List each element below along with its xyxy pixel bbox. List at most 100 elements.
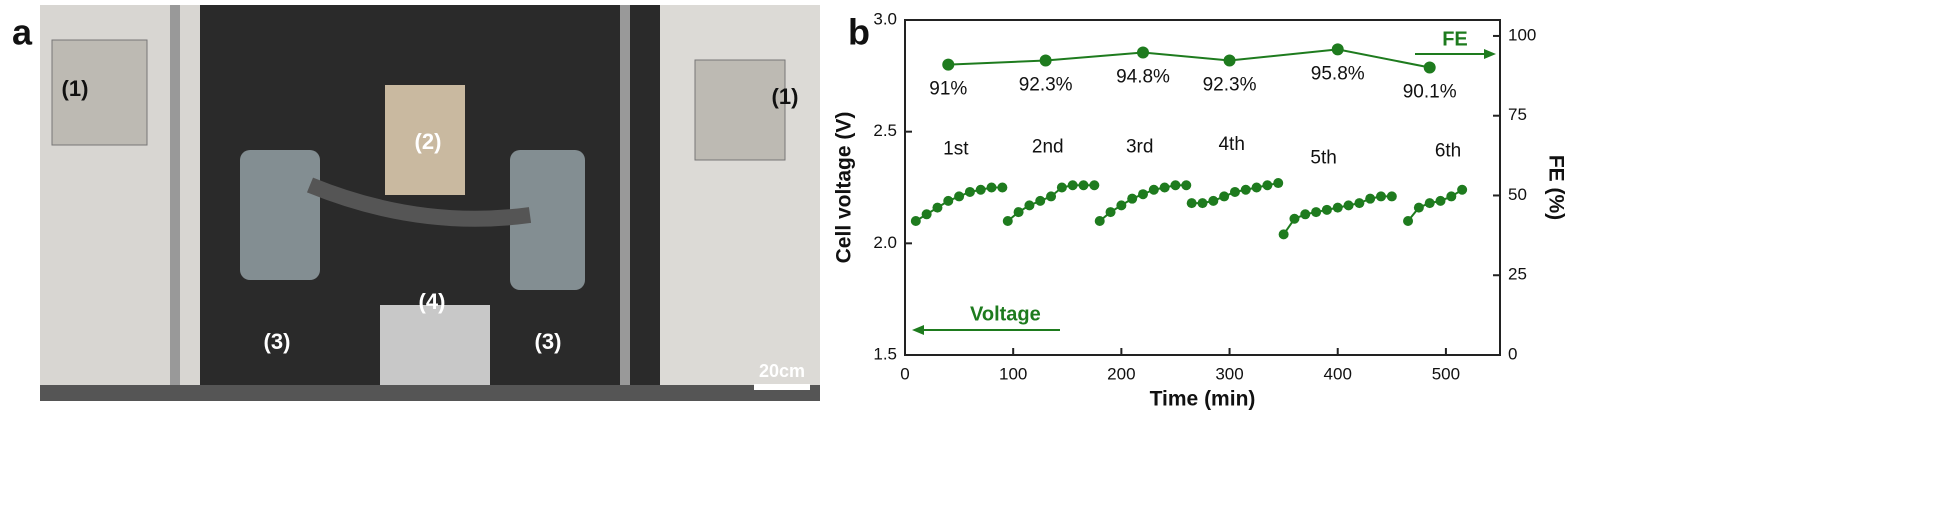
voltage-point [910, 216, 921, 226]
annotation: Voltage [970, 303, 1041, 325]
voltage-point [964, 186, 975, 197]
voltage-point [1457, 184, 1468, 195]
x-tick-label: 0 [900, 364, 909, 383]
voltage-point [1181, 180, 1192, 191]
photo-label: (3) [264, 329, 291, 354]
arrow-head [1484, 49, 1496, 59]
photo-label: (3) [535, 329, 562, 354]
x-tick-label: 100 [999, 364, 1027, 383]
run-label: 3rd [1126, 136, 1153, 157]
voltage-point [1127, 193, 1138, 204]
voltage-point [1208, 195, 1219, 206]
fe-value-label: 95.8% [1311, 63, 1365, 84]
fe-value-label: 94.8% [1116, 67, 1170, 88]
voltage-point [1219, 191, 1230, 202]
voltage-point [1446, 191, 1457, 202]
photo-label: (2) [415, 129, 442, 154]
voltage-point [1289, 213, 1300, 224]
y2-tick-label: 100 [1508, 25, 1536, 44]
voltage-point [1376, 191, 1386, 202]
run-label: 6th [1435, 141, 1461, 162]
voltage-point [1186, 198, 1197, 209]
voltage-point [1138, 189, 1148, 200]
voltage-point [1365, 193, 1376, 204]
voltage-point [975, 184, 986, 195]
voltage-point [1229, 186, 1240, 197]
voltage-point [1321, 204, 1332, 215]
voltage-point [1105, 207, 1116, 218]
voltage-point [1311, 207, 1322, 218]
voltage-point [1262, 180, 1273, 191]
voltage-point [997, 182, 1008, 193]
voltage-point [986, 182, 997, 193]
voltage-point [1273, 178, 1284, 189]
voltage-point [1354, 198, 1365, 209]
fe-value-label: 92.3% [1019, 75, 1073, 96]
voltage-point [1251, 182, 1262, 193]
run-label: 2nd [1032, 136, 1064, 157]
voltage-point [1013, 207, 1024, 218]
voltage-point [1159, 182, 1170, 193]
fe-value-label: 92.3% [1203, 75, 1257, 96]
y-tick-label: 2.0 [873, 233, 897, 252]
photo [40, 5, 820, 401]
fe-point [1137, 46, 1149, 59]
voltage-line [1282, 195, 1392, 235]
fe-point [1039, 54, 1052, 67]
run-label: 4th [1218, 134, 1244, 155]
fe-value-label: 91% [929, 79, 967, 100]
annotation: FE [1442, 28, 1468, 50]
run-label: 5th [1310, 147, 1336, 168]
voltage-point [1197, 198, 1208, 209]
voltage-point [1170, 180, 1181, 191]
voltage-point [1148, 184, 1159, 195]
voltage-point [1116, 200, 1127, 211]
voltage-point [1240, 184, 1251, 195]
y2-tick-label: 25 [1508, 265, 1527, 284]
x-tick-label: 400 [1324, 364, 1352, 383]
voltage-point [1300, 209, 1311, 220]
fe-line [948, 48, 1430, 69]
voltage-point [1332, 202, 1343, 213]
fe-value-label: 90.1% [1403, 82, 1457, 103]
y2-tick-label: 50 [1508, 185, 1527, 204]
fe-point [1223, 54, 1236, 67]
photo-label: (1) [772, 84, 799, 109]
voltage-point [1413, 202, 1424, 213]
voltage-point [932, 202, 943, 213]
x-axis-title: Time (min) [1150, 388, 1256, 411]
voltage-point [921, 209, 932, 220]
fe-point [1331, 43, 1344, 56]
voltage-point [1035, 195, 1046, 206]
voltage-point [1067, 180, 1078, 191]
photo-label: (1) [62, 76, 89, 101]
y-axis-title: Cell voltage (V) [833, 112, 856, 264]
voltage-point [1424, 198, 1435, 209]
y-tick-label: 2.5 [873, 121, 897, 140]
panel-label: a [12, 12, 33, 53]
voltage-point [1278, 229, 1289, 240]
arrow-head [912, 325, 924, 335]
voltage-point [1056, 182, 1067, 193]
voltage-point [943, 195, 954, 206]
y2-tick-label: 75 [1508, 105, 1527, 124]
x-tick-label: 300 [1215, 364, 1243, 383]
scale-bar-label: 20cm [759, 361, 805, 381]
plot-frame [904, 19, 1501, 356]
fe-point [942, 58, 955, 71]
y2-axis-title: FE (%) [1544, 155, 1567, 220]
photo-label: (4) [419, 289, 446, 314]
voltage-point [1089, 180, 1100, 191]
voltage-point [1024, 200, 1035, 211]
voltage-point [1343, 200, 1354, 211]
fe-point [1423, 61, 1436, 74]
panel-label: b [848, 12, 870, 53]
y-tick-label: 3.0 [873, 9, 897, 28]
voltage-point [1078, 180, 1089, 191]
voltage-point [1403, 216, 1414, 226]
voltage-point [1435, 195, 1446, 206]
x-tick-label: 500 [1432, 364, 1460, 383]
run-label: 1st [943, 139, 969, 160]
voltage-point [1046, 191, 1057, 202]
